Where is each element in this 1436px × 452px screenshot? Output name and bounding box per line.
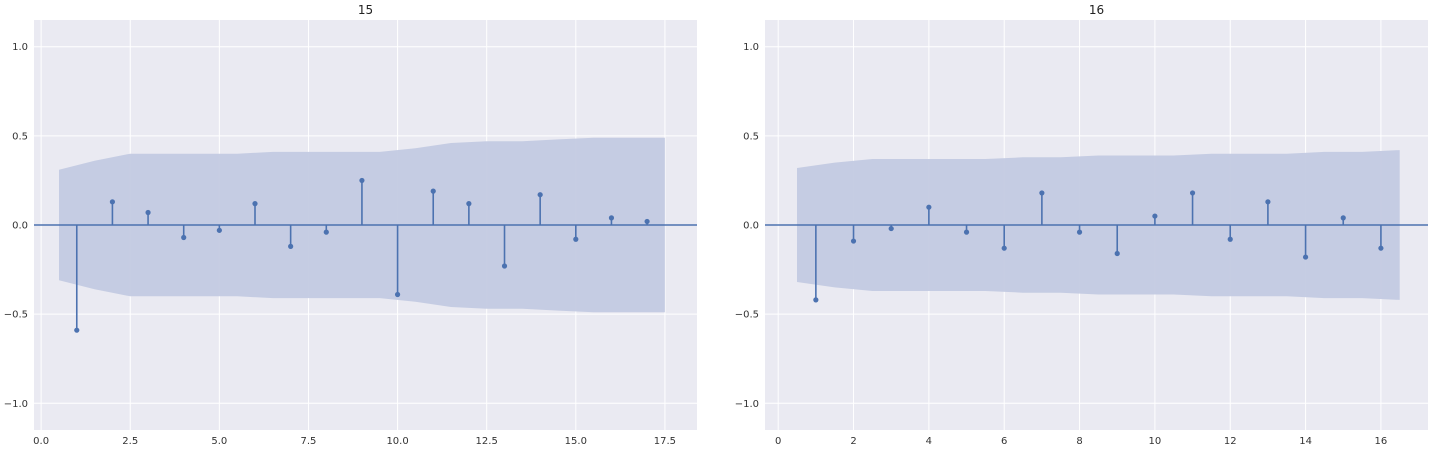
stem-marker — [501, 263, 508, 269]
chart-panel-1: 0.0 2.5 5.0 7.5 10.0 12.5 15.0 17.5 −1.0 −0.5 0.0 0… — [4, 3, 697, 447]
stem-marker — [181, 234, 187, 241]
stem-marker — [813, 297, 819, 303]
stem-marker — [1189, 190, 1196, 196]
stem-marker — [926, 204, 932, 210]
stem-marker — [1265, 199, 1271, 205]
y-tick-label: 0.5 — [743, 131, 759, 142]
chart-title: 15 — [358, 3, 373, 17]
stem-marker — [644, 218, 650, 225]
x-tick-label: 2 — [850, 436, 856, 447]
stem-marker — [1152, 213, 1158, 219]
stem-marker — [1001, 245, 1007, 251]
y-tick-label: 0.5 — [12, 131, 28, 142]
stem-marker — [1378, 245, 1384, 251]
y-tick-label: −1.0 — [4, 399, 28, 410]
x-tick-label: 0 — [775, 436, 781, 447]
y-tick-label: 1.0 — [743, 42, 759, 53]
stem-marker — [109, 199, 116, 205]
stem-marker — [252, 201, 258, 207]
stem-marker — [1076, 229, 1083, 235]
x-tick-label: 4 — [926, 436, 932, 447]
x-tick-label: 8 — [1076, 436, 1082, 447]
stem-marker — [573, 236, 579, 242]
y-tick-label: 0.0 — [743, 221, 759, 232]
x-tick-label: 5.0 — [211, 436, 227, 447]
stem-marker — [394, 291, 401, 298]
x-tick-label: 7.5 — [301, 436, 317, 447]
y-tick-label: −0.5 — [4, 310, 28, 321]
chart-title: 16 — [1089, 3, 1104, 17]
stem-marker — [963, 229, 970, 235]
stem-marker — [323, 229, 329, 235]
x-tick-label: 12.5 — [476, 436, 498, 447]
y-tick-label: 1.0 — [12, 42, 28, 53]
stem-marker — [608, 215, 615, 221]
stem-marker — [537, 192, 543, 198]
stem-marker — [1302, 254, 1309, 260]
stem-marker — [145, 209, 151, 216]
y-tick-label: −1.0 — [735, 399, 759, 410]
stem-marker — [1114, 250, 1120, 257]
x-tick-label: 14 — [1299, 436, 1312, 447]
y-tick-label: −0.5 — [735, 310, 759, 321]
stem-marker — [466, 201, 472, 207]
stem-marker — [74, 327, 80, 333]
stem-marker — [216, 227, 222, 233]
x-tick-label: 15.0 — [565, 436, 587, 447]
x-tick-label: 10 — [1149, 436, 1162, 447]
x-tick-label: 10.0 — [386, 436, 408, 447]
x-tick-label: 6 — [1001, 436, 1007, 447]
stem-marker — [1039, 190, 1045, 196]
x-tick-label: 2.5 — [122, 436, 138, 447]
y-tick-label: 0.0 — [12, 221, 28, 232]
stem-marker — [1227, 236, 1233, 242]
stem-marker — [359, 177, 365, 184]
stem-marker — [288, 243, 294, 249]
x-tick-label: 12 — [1224, 436, 1237, 447]
stem-marker — [1340, 215, 1346, 221]
x-tick-label: 16 — [1375, 436, 1388, 447]
x-tick-label: 0.0 — [33, 436, 49, 447]
stem-marker — [430, 188, 436, 194]
stem-marker — [850, 238, 857, 244]
chart-panel-2: 0 2 4 6 8 10 12 14 16 −1.0 −0.5 0.0 0.5 1.0 16 — [735, 3, 1428, 447]
x-tick-label: 17.5 — [654, 436, 676, 447]
stem-marker — [888, 225, 894, 232]
